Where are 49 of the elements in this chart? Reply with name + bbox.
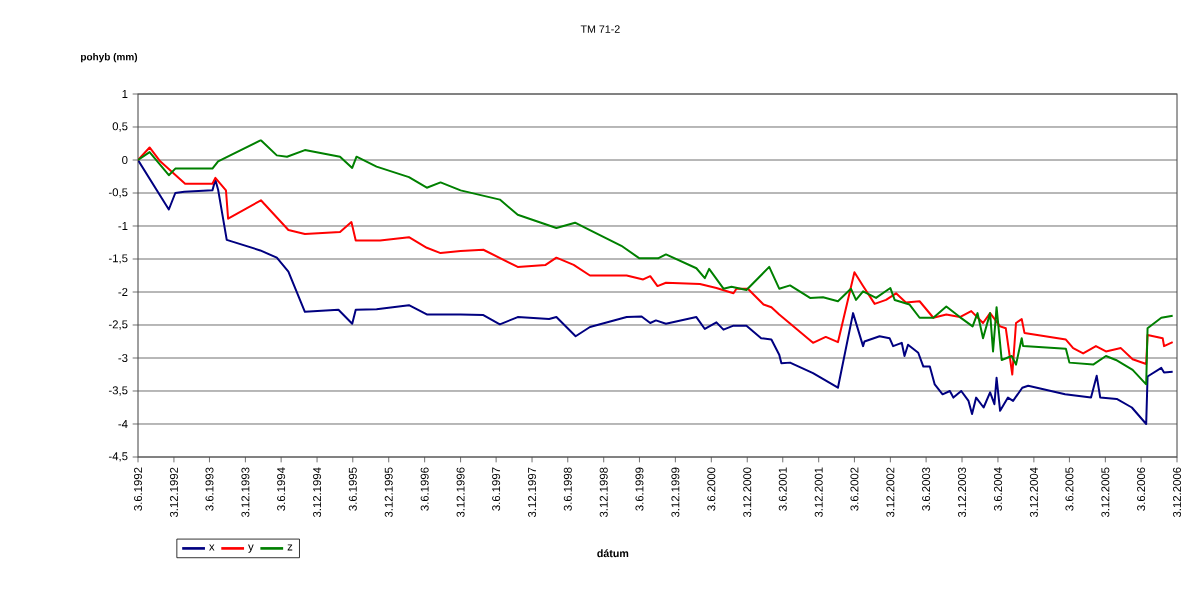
x-tick-label: 3.12.2006 [1173,467,1182,518]
y-tick-label: -4 [118,420,128,428]
x-tick-label: 3.6.1999 [635,467,644,511]
x-tick-label: 3.6.2004 [993,467,1002,511]
x-tick-label: 3.12.1994 [313,467,322,518]
y-tick-label: -0,5 [108,188,128,198]
x-tick-label: 3.6.1998 [563,467,572,511]
y-tick-label: 0,5 [112,122,128,132]
x-tick-label: 3.12.1993 [241,467,250,518]
x-tick-label: 3.12.1998 [599,467,608,518]
x-tick-label: 3.6.1992 [134,467,143,511]
x-tick-label: 3.6.1996 [420,467,429,511]
x-tick-label: 3.6.2002 [850,467,859,511]
x-tick-label: 3.6.2006 [1137,467,1146,511]
x-tick-label: 3.12.1995 [384,467,393,518]
x-tick-label: 3.6.1993 [205,467,214,511]
x-tick-label: 3.12.1999 [671,467,680,518]
x-tick-label: 3.6.2001 [778,467,787,511]
legend-label: y [248,544,254,553]
x-tick-label: 3.12.1997 [528,467,537,518]
legend-label: x [209,544,215,551]
x-tick-label: 3.12.1992 [169,467,178,518]
y-tick-label: -2 [118,288,128,296]
x-tick-label: 3.6.1994 [277,467,286,511]
y-tick-label: -3 [118,354,128,363]
line-series [138,159,1174,425]
y-tick-label: 1 [122,90,128,98]
y-tick-label: 0 [122,156,128,165]
x-axis-title: dátum [597,549,629,558]
x-tick-label: 3.6.1995 [348,467,357,511]
x-tick-label: 3.12.2004 [1029,467,1038,518]
x-tick-label: 3.12.2000 [743,467,752,518]
y-tick-label: -2,5 [108,320,128,330]
y-tick-label: -1 [118,222,128,230]
x-tick-label: 3.6.2005 [1065,467,1074,511]
x-tick-label: 3.6.1997 [492,467,501,511]
chart-title: TM 71-2 [580,25,620,33]
x-tick-label: 3.12.2002 [886,467,895,518]
x-tick-label: 3.12.2003 [958,467,967,518]
x-tick-label: 3.12.2005 [1101,467,1110,518]
x-tick-label: 3.12.2001 [814,467,823,518]
y-tick-label: -3,5 [108,386,128,396]
x-tick-label: 3.6.2003 [922,467,931,511]
y-tick-label: -4,5 [108,452,128,462]
y-tick-label: -1,5 [108,254,128,264]
y-axis-title: pohyb (mm) [81,53,138,63]
legend-label: z [287,544,293,551]
x-tick-label: 3.6.2000 [707,467,716,511]
x-tick-label: 3.12.1996 [456,467,465,518]
